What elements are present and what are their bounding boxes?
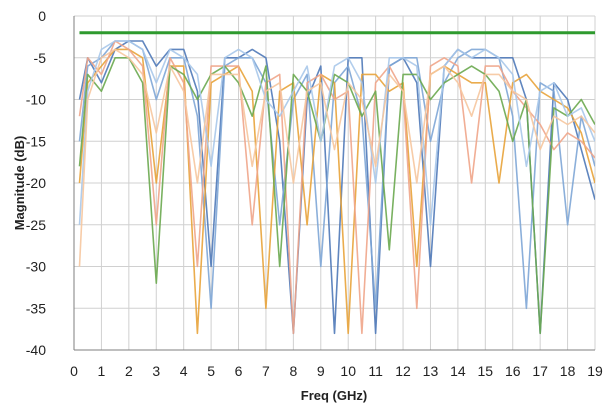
x-tick-label: 9 [317,363,325,379]
x-tick-label: 15 [478,363,494,379]
y-tick-label: -15 [26,133,46,149]
x-tick-label: 13 [423,363,439,379]
x-tick-label: 17 [532,363,548,379]
x-tick-label: 19 [587,363,603,379]
x-tick-label: 1 [98,363,106,379]
x-tick-label: 5 [207,363,215,379]
series-line-3 [78,48,595,335]
y-axis-title: Magnitude (dB) [12,136,27,231]
x-tick-label: 0 [70,363,78,379]
axes [73,16,595,351]
x-tick-label: 10 [340,363,356,379]
x-axis-title: Freq (GHz) [301,388,367,403]
x-tick-label: 3 [152,363,160,379]
tick-labels: 0 1 2 3 4 5 6 7 8 9 10 11 12 13 14 15 16 17 18 190-5-10-15-… [26,8,603,379]
series-line-4 [78,40,595,335]
x-tick-label: 12 [395,363,411,379]
y-tick-label: -30 [26,259,46,275]
x-tick-label: 7 [262,363,270,379]
x-tick-label: 4 [180,363,188,379]
x-tick-label: 16 [505,363,521,379]
series-layer [78,40,595,335]
y-tick-label: -20 [26,175,46,191]
y-tick-label: 0 [38,8,46,24]
x-tick-label: 6 [235,363,243,379]
series-line-6 [78,40,595,226]
series-line-7 [78,48,595,267]
x-tick-label: 18 [560,363,576,379]
y-tick-label: -40 [26,342,46,358]
y-tick-label: -10 [26,92,46,108]
series-line-5 [78,56,595,335]
x-tick-label: 2 [125,363,133,379]
y-tick-label: -25 [26,217,46,233]
y-tick-label: -35 [26,300,46,316]
x-tick-label: 14 [450,363,466,379]
x-tick-label: 11 [368,363,383,379]
x-tick-label: 8 [289,363,297,379]
y-tick-label: -5 [34,50,47,66]
series-line-1 [78,40,595,335]
